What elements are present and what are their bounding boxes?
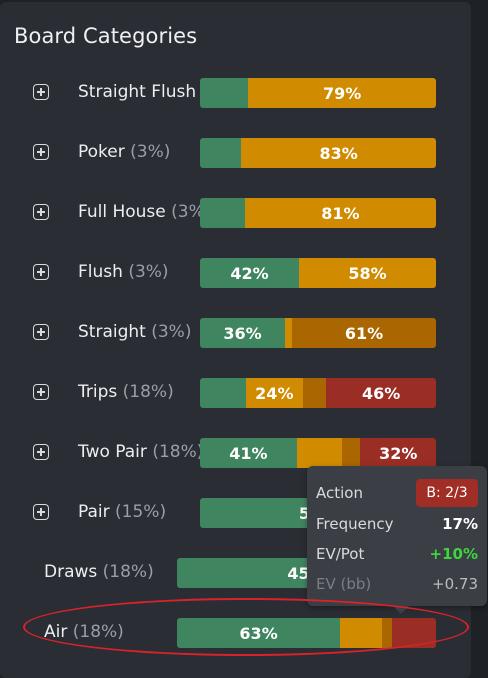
tooltip-frequency-value: 17% xyxy=(442,515,478,533)
bar-segment-orange[interactable] xyxy=(284,318,293,348)
category-label: Straight (3%) xyxy=(78,322,191,342)
strategy-bar[interactable]: 63% xyxy=(177,618,436,648)
expand-plus-icon[interactable] xyxy=(33,144,49,160)
category-name: Straight xyxy=(78,322,146,342)
tooltip-frequency-label: Frequency xyxy=(316,515,394,533)
bar-segment-orange[interactable]: 24% xyxy=(246,378,303,408)
bar-segment-red[interactable] xyxy=(391,618,436,648)
tooltip-evpot-row: EV/Pot +10% xyxy=(316,543,478,565)
category-name: Pair xyxy=(78,502,110,522)
bar-segment-orange[interactable]: 81% xyxy=(244,198,436,228)
category-label: Straight Flush xyxy=(78,82,196,102)
tooltip-frequency-row: Frequency 17% xyxy=(316,513,478,535)
category-row-straight-flush[interactable]: Straight Flush 79% xyxy=(0,78,471,108)
bar-segment-brown[interactable] xyxy=(381,618,392,648)
bar-segment-brown[interactable] xyxy=(302,378,327,408)
bar-segment-green[interactable] xyxy=(200,138,242,168)
category-row-trips[interactable]: Trips (18%) 24% 46% xyxy=(0,378,471,408)
category-row-air[interactable]: Air (18%) 63% xyxy=(0,618,471,648)
category-percent: (18%) xyxy=(102,562,154,582)
category-row-straight[interactable]: Straight (3%) 36% 61% xyxy=(0,318,471,348)
category-label: Two Pair (18%) xyxy=(78,442,203,462)
category-label: Full House (3%) xyxy=(78,202,211,222)
strategy-bar[interactable]: 41% 32% xyxy=(200,438,436,468)
tooltip-action-badge: B: 2/3 xyxy=(416,479,478,507)
category-label: Air (18%) xyxy=(44,622,124,642)
bar-segment-green[interactable] xyxy=(200,78,249,108)
category-label: Poker (3%) xyxy=(78,142,170,162)
bar-segment-green[interactable]: 42% xyxy=(200,258,300,288)
category-name: Straight Flush xyxy=(78,82,197,102)
expand-plus-icon[interactable] xyxy=(33,84,49,100)
bar-segment-green[interactable] xyxy=(200,198,245,228)
expand-plus-icon[interactable] xyxy=(33,324,49,340)
expand-plus-icon[interactable] xyxy=(33,264,49,280)
expand-plus-icon[interactable] xyxy=(33,444,49,460)
category-label: Trips (18%) xyxy=(78,382,174,402)
category-row-poker[interactable]: Poker (3%) 83% xyxy=(0,138,471,168)
category-percent: (3%) xyxy=(130,142,171,162)
bar-segment-green[interactable]: 36% xyxy=(200,318,285,348)
bar-segment-red[interactable]: 46% xyxy=(326,378,436,408)
category-percent: (3%) xyxy=(151,322,192,342)
category-name: Trips xyxy=(78,382,118,402)
bar-segment-brown[interactable]: 61% xyxy=(292,318,436,348)
category-row-two-pair[interactable]: Two Pair (18%) 41% 32% xyxy=(0,438,471,468)
tooltip-evpot-label: EV/Pot xyxy=(316,545,365,563)
category-row-flush[interactable]: Flush (3%) 42% 58% xyxy=(0,258,471,288)
bar-segment-orange[interactable]: 83% xyxy=(241,138,436,168)
panel-title: Board Categories xyxy=(14,24,198,48)
category-row-full-house[interactable]: Full House (3%) 81% xyxy=(0,198,471,228)
tooltip-action-row: Action B: 2/3 xyxy=(316,479,478,507)
category-label: Draws (18%) xyxy=(44,562,154,582)
bar-segment-brown[interactable] xyxy=(341,438,361,468)
bar-segment-orange[interactable] xyxy=(296,438,342,468)
expand-plus-icon[interactable] xyxy=(33,204,49,220)
bar-segment-red[interactable]: 32% xyxy=(360,438,436,468)
bar-segment-green[interactable] xyxy=(200,378,247,408)
tooltip-evpot-value: +10% xyxy=(429,545,478,563)
category-percent: (18%) xyxy=(72,622,124,642)
strategy-bar[interactable]: 42% 58% xyxy=(200,258,436,288)
bar-segment-green[interactable]: 41% xyxy=(200,438,297,468)
strategy-bar[interactable]: 79% xyxy=(200,78,436,108)
category-name: Poker xyxy=(78,142,125,162)
category-name: Air xyxy=(44,622,68,642)
strategy-bar[interactable]: 36% 61% xyxy=(200,318,436,348)
bar-segment-orange[interactable] xyxy=(340,618,382,648)
category-percent: (3%) xyxy=(128,262,169,282)
category-label: Pair (15%) xyxy=(78,502,166,522)
expand-plus-icon[interactable] xyxy=(33,384,49,400)
bar-segment-orange[interactable]: 58% xyxy=(299,258,436,288)
expand-plus-icon[interactable] xyxy=(33,504,49,520)
category-name: Flush xyxy=(78,262,123,282)
category-label: Flush (3%) xyxy=(78,262,169,282)
action-tooltip: Action B: 2/3 Frequency 17% EV/Pot +10% … xyxy=(307,466,487,614)
category-name: Full House xyxy=(78,202,166,222)
category-percent: (18%) xyxy=(122,382,174,402)
tooltip-ev-value: +0.73 xyxy=(432,575,478,593)
tooltip-action-label: Action xyxy=(316,484,363,502)
bar-segment-green[interactable]: 63% xyxy=(177,618,341,648)
bar-segment-orange[interactable]: 79% xyxy=(248,78,436,108)
strategy-bar[interactable]: 83% xyxy=(200,138,436,168)
category-percent: (18%) xyxy=(152,442,204,462)
category-percent: (15%) xyxy=(115,502,167,522)
strategy-bar[interactable]: 81% xyxy=(200,198,436,228)
category-name: Draws xyxy=(44,562,98,582)
tooltip-ev-label: EV (bb) xyxy=(316,575,372,593)
tooltip-ev-row: EV (bb) +0.73 xyxy=(316,573,478,595)
category-name: Two Pair xyxy=(78,442,147,462)
strategy-bar[interactable]: 24% 46% xyxy=(200,378,436,408)
